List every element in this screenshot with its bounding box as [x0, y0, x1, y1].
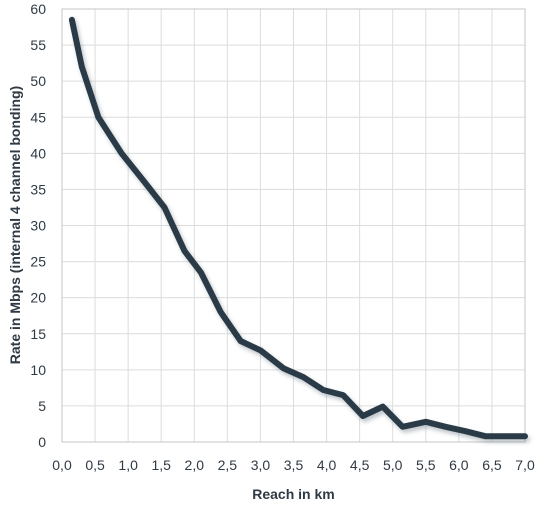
x-tick-label: 2,5 — [218, 457, 238, 473]
grid — [61, 8, 526, 443]
x-tick-label: 3,5 — [284, 457, 304, 473]
series-layer — [68, 16, 528, 440]
y-tick-label: 35 — [30, 181, 46, 197]
y-tick-label: 45 — [30, 109, 46, 125]
x-tick-label: 1,5 — [151, 457, 171, 473]
y-axis-ticks: 0 5 10 15 20 25 30 35 40 45 50 55 60 — [30, 1, 46, 450]
x-tick-label: 0,5 — [85, 457, 105, 473]
x-tick-label: 6,0 — [449, 457, 469, 473]
x-tick-label: 5,0 — [383, 457, 403, 473]
x-tick-label: 4,5 — [350, 457, 370, 473]
y-tick-label: 40 — [30, 145, 46, 161]
x-tick-label: 1,0 — [118, 457, 138, 473]
x-tick-label: 0,0 — [52, 457, 72, 473]
x-axis-title: Reach in km — [252, 486, 334, 502]
x-tick-label: 7,0 — [515, 457, 535, 473]
y-tick-label: 15 — [30, 326, 46, 342]
y-tick-label: 10 — [30, 362, 46, 378]
y-tick-label: 5 — [38, 398, 46, 414]
x-tick-label: 6,5 — [482, 457, 502, 473]
y-tick-label: 55 — [30, 37, 46, 53]
x-tick-label: 3,0 — [251, 457, 271, 473]
y-tick-label: 30 — [30, 218, 46, 234]
y-tick-label: 0 — [38, 434, 46, 450]
x-axis-ticks: 0,0 0,5 1,0 1,5 2,0 2,5 3,0 3,5 4,0 4,5 5,0 5,5 6,0 6… — [52, 457, 535, 473]
series-line-0 — [68, 16, 528, 440]
y-tick-label: 60 — [30, 1, 46, 17]
y-tick-label: 20 — [30, 290, 46, 306]
y-tick-label: 25 — [30, 254, 46, 270]
x-tick-label: 4,0 — [317, 457, 337, 473]
x-tick-label: 5,5 — [416, 457, 436, 473]
plot-frame — [61, 8, 526, 443]
y-tick-label: 50 — [30, 73, 46, 89]
x-tick-label: 2,0 — [185, 457, 205, 473]
y-axis-title: Rate in Mbps (internal 4 channel bonding… — [7, 86, 23, 364]
